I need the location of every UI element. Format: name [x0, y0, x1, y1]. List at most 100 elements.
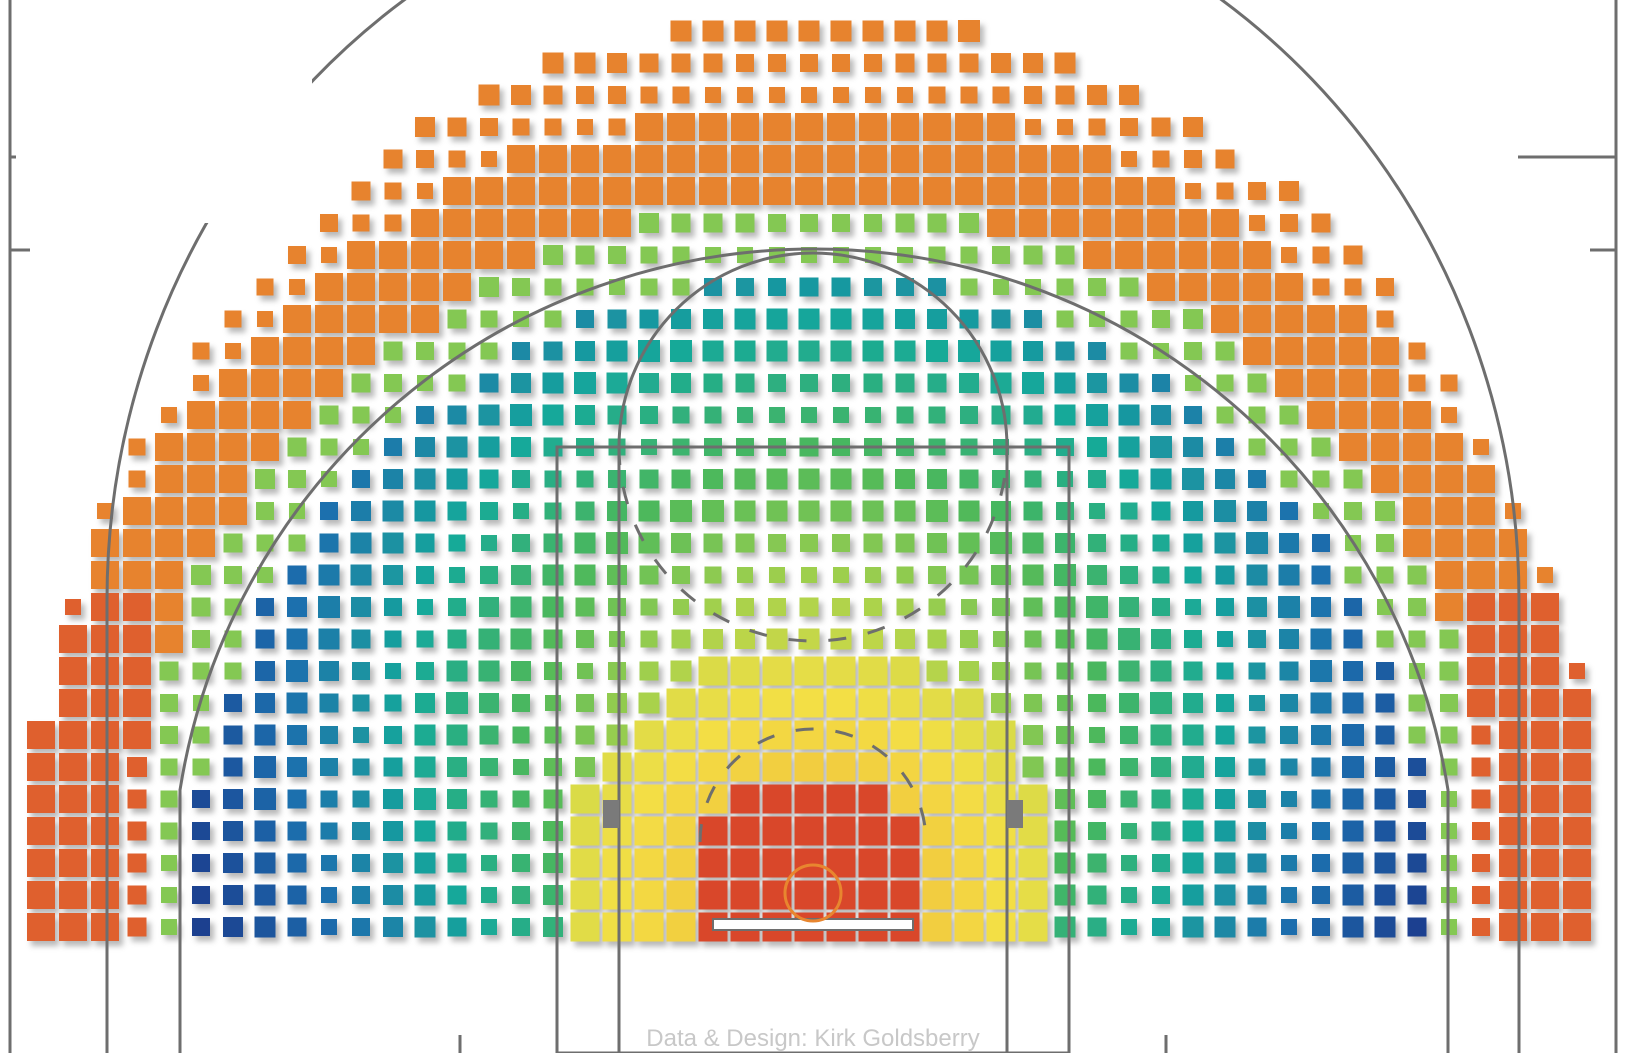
shot-square — [608, 470, 626, 488]
shot-square — [223, 885, 243, 905]
shot-square — [414, 724, 436, 746]
shot-square — [736, 278, 754, 296]
shot-square — [862, 468, 884, 490]
shot-square — [224, 310, 242, 328]
shot-square — [287, 885, 307, 905]
shot-square — [768, 534, 786, 552]
shot-square — [542, 564, 564, 586]
shot-square — [922, 720, 952, 750]
shot-square — [769, 407, 785, 423]
shot-square — [1184, 566, 1202, 584]
shot-square — [731, 113, 759, 141]
shot-square — [703, 213, 723, 233]
shot-square — [155, 529, 183, 557]
shot-square — [383, 341, 403, 361]
shot-square — [960, 246, 978, 264]
shot-square — [737, 407, 753, 423]
shot-square — [27, 881, 55, 909]
shot-square — [735, 629, 755, 649]
shot-square — [1343, 469, 1363, 489]
shot-square — [926, 20, 948, 42]
shot-square — [570, 912, 600, 942]
shot-square — [219, 433, 247, 461]
shot-square — [382, 532, 404, 554]
shot-square — [830, 20, 852, 42]
shot-square — [1435, 593, 1463, 621]
shot-square — [513, 503, 529, 519]
shot-square — [385, 663, 401, 679]
shot-square — [1083, 209, 1111, 237]
shot-square — [1055, 629, 1075, 649]
shot-square — [1408, 822, 1426, 840]
shot-square — [1247, 917, 1267, 937]
shot-square — [671, 373, 691, 393]
shot-square — [511, 437, 531, 457]
shot-square — [987, 177, 1015, 205]
shot-square — [795, 177, 823, 205]
shot-square — [255, 661, 275, 681]
shot-square — [955, 177, 983, 205]
shot-square — [766, 308, 788, 330]
shot-square — [1339, 305, 1367, 333]
shot-square — [1217, 631, 1233, 647]
shot-square — [544, 726, 562, 744]
shot-square — [1499, 529, 1527, 557]
shot-square — [1440, 374, 1458, 392]
shot-square — [1182, 756, 1204, 778]
shot-square — [1499, 785, 1527, 813]
shot-square — [895, 629, 915, 649]
shot-square — [1214, 532, 1236, 554]
shot-square — [383, 885, 403, 905]
shot-square — [1024, 630, 1042, 648]
shot-square — [1342, 724, 1364, 746]
shot-square — [443, 273, 471, 301]
shot-square — [895, 309, 915, 329]
shot-square — [256, 598, 274, 616]
shot-square — [602, 880, 632, 910]
shot-square — [1375, 757, 1395, 777]
shot-square — [1376, 566, 1394, 584]
shot-square — [736, 598, 754, 616]
shot-square — [1344, 566, 1362, 584]
shot-square — [447, 309, 467, 329]
shot-square — [283, 337, 311, 365]
shot-square — [1313, 503, 1329, 519]
shot-square — [958, 20, 980, 42]
shot-square — [255, 469, 275, 489]
shot-square — [91, 817, 119, 845]
shot-square — [1563, 785, 1591, 813]
shot-square — [155, 465, 183, 493]
shot-square — [1435, 497, 1463, 525]
shot-square — [352, 758, 370, 776]
shot-square — [1344, 598, 1362, 616]
shot-square — [155, 497, 183, 525]
shot-square — [1279, 405, 1299, 425]
shot-square — [127, 853, 147, 873]
shot-square — [219, 497, 247, 525]
three-point-arc — [178, 247, 1450, 1053]
shot-square — [512, 918, 530, 936]
shot-square — [1531, 593, 1559, 621]
shot-square — [1216, 406, 1234, 424]
shot-square — [1120, 566, 1138, 584]
shot-square — [666, 752, 696, 782]
shot-square — [1151, 117, 1171, 137]
shot-square — [1152, 598, 1170, 616]
shot-square — [927, 629, 947, 649]
shot-square — [543, 85, 563, 105]
shot-square — [800, 214, 818, 232]
shot-square — [672, 406, 690, 424]
shot-square — [447, 629, 467, 649]
shot-square — [1472, 918, 1490, 936]
shot-square — [638, 692, 660, 714]
shot-square — [1376, 534, 1394, 552]
shot-square — [858, 688, 888, 718]
shot-square — [859, 113, 887, 141]
shot-square — [830, 500, 852, 522]
shot-square — [954, 752, 984, 782]
shot-square — [478, 436, 500, 458]
shot-square — [671, 53, 691, 73]
shot-square — [1023, 53, 1043, 73]
shot-square — [1248, 822, 1266, 840]
shot-square — [1435, 433, 1463, 461]
